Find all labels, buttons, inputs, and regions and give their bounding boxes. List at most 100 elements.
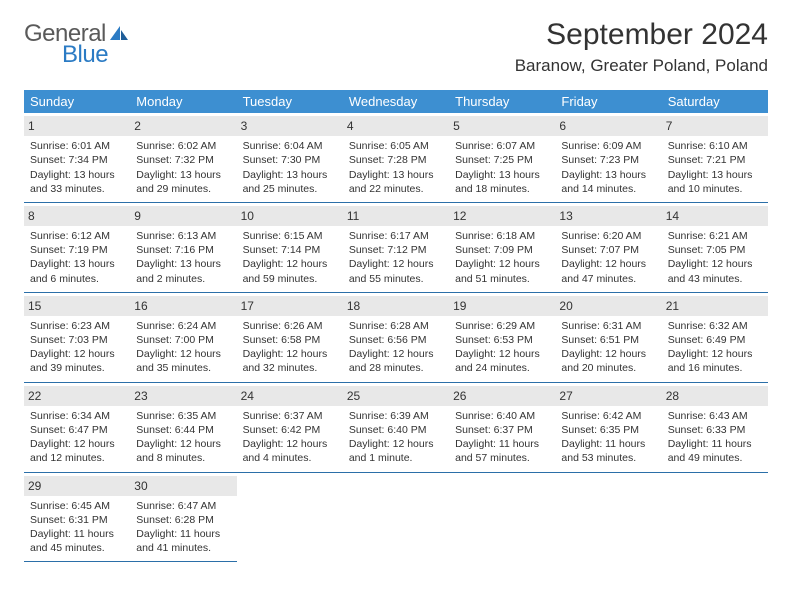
sunset-text: Sunset: 6:53 PM — [455, 333, 549, 347]
sunset-text: Sunset: 7:07 PM — [561, 243, 655, 257]
sunrise-text: Sunrise: 6:10 AM — [668, 139, 762, 153]
weekday-saturday: Saturday — [662, 90, 768, 113]
sunset-text: Sunset: 7:34 PM — [30, 153, 124, 167]
day-number: 20 — [555, 296, 661, 316]
sunrise-text: Sunrise: 6:32 AM — [668, 319, 762, 333]
calendar-day-cell — [237, 472, 343, 562]
calendar-day-cell: 30Sunrise: 6:47 AMSunset: 6:28 PMDayligh… — [130, 472, 236, 562]
daylight-text-1: Daylight: 12 hours — [30, 347, 124, 361]
daylight-text-1: Daylight: 12 hours — [349, 257, 443, 271]
calendar-day-cell: 26Sunrise: 6:40 AMSunset: 6:37 PMDayligh… — [449, 382, 555, 472]
sunset-text: Sunset: 7:03 PM — [30, 333, 124, 347]
sunset-text: Sunset: 6:28 PM — [136, 513, 230, 527]
calendar-week-row: 22Sunrise: 6:34 AMSunset: 6:47 PMDayligh… — [24, 382, 768, 472]
daylight-text-1: Daylight: 11 hours — [561, 437, 655, 451]
sunset-text: Sunset: 7:00 PM — [136, 333, 230, 347]
day-number: 6 — [555, 116, 661, 136]
daylight-text-1: Daylight: 13 hours — [136, 168, 230, 182]
day-number: 29 — [24, 476, 130, 496]
calendar-day-cell: 25Sunrise: 6:39 AMSunset: 6:40 PMDayligh… — [343, 382, 449, 472]
sunrise-text: Sunrise: 6:35 AM — [136, 409, 230, 423]
daylight-text-2: and 57 minutes. — [455, 451, 549, 465]
sunrise-text: Sunrise: 6:42 AM — [561, 409, 655, 423]
daylight-text-2: and 4 minutes. — [243, 451, 337, 465]
daylight-text-1: Daylight: 12 hours — [668, 347, 762, 361]
sunrise-text: Sunrise: 6:18 AM — [455, 229, 549, 243]
sunset-text: Sunset: 7:28 PM — [349, 153, 443, 167]
month-title: September 2024 — [515, 18, 768, 52]
daylight-text-1: Daylight: 13 hours — [243, 168, 337, 182]
weekday-monday: Monday — [130, 90, 236, 113]
calendar-day-cell: 9Sunrise: 6:13 AMSunset: 7:16 PMDaylight… — [130, 202, 236, 292]
daylight-text-1: Daylight: 13 hours — [136, 257, 230, 271]
sunset-text: Sunset: 6:40 PM — [349, 423, 443, 437]
sunset-text: Sunset: 7:30 PM — [243, 153, 337, 167]
weekday-thursday: Thursday — [449, 90, 555, 113]
sunrise-text: Sunrise: 6:34 AM — [30, 409, 124, 423]
calendar-day-cell: 17Sunrise: 6:26 AMSunset: 6:58 PMDayligh… — [237, 292, 343, 382]
sunrise-text: Sunrise: 6:07 AM — [455, 139, 549, 153]
day-number: 5 — [449, 116, 555, 136]
sunrise-text: Sunrise: 6:21 AM — [668, 229, 762, 243]
location-text: Baranow, Greater Poland, Poland — [515, 56, 768, 76]
sunset-text: Sunset: 7:32 PM — [136, 153, 230, 167]
calendar-day-cell: 23Sunrise: 6:35 AMSunset: 6:44 PMDayligh… — [130, 382, 236, 472]
daylight-text-1: Daylight: 11 hours — [455, 437, 549, 451]
calendar-day-cell: 7Sunrise: 6:10 AMSunset: 7:21 PMDaylight… — [662, 113, 768, 202]
daylight-text-2: and 55 minutes. — [349, 272, 443, 286]
sunset-text: Sunset: 6:35 PM — [561, 423, 655, 437]
calendar-day-cell: 29Sunrise: 6:45 AMSunset: 6:31 PMDayligh… — [24, 472, 130, 562]
daylight-text-2: and 43 minutes. — [668, 272, 762, 286]
daylight-text-1: Daylight: 12 hours — [349, 437, 443, 451]
calendar-week-row: 15Sunrise: 6:23 AMSunset: 7:03 PMDayligh… — [24, 292, 768, 382]
sunset-text: Sunset: 7:12 PM — [349, 243, 443, 257]
day-number: 17 — [237, 296, 343, 316]
daylight-text-2: and 49 minutes. — [668, 451, 762, 465]
daylight-text-1: Daylight: 13 hours — [668, 168, 762, 182]
day-number: 4 — [343, 116, 449, 136]
sunrise-text: Sunrise: 6:13 AM — [136, 229, 230, 243]
daylight-text-2: and 41 minutes. — [136, 541, 230, 555]
daylight-text-2: and 39 minutes. — [30, 361, 124, 375]
daylight-text-2: and 45 minutes. — [30, 541, 124, 555]
sunrise-text: Sunrise: 6:09 AM — [561, 139, 655, 153]
calendar-week-row: 8Sunrise: 6:12 AMSunset: 7:19 PMDaylight… — [24, 202, 768, 292]
daylight-text-2: and 35 minutes. — [136, 361, 230, 375]
day-number: 11 — [343, 206, 449, 226]
sunset-text: Sunset: 6:33 PM — [668, 423, 762, 437]
sunrise-text: Sunrise: 6:24 AM — [136, 319, 230, 333]
sunrise-text: Sunrise: 6:43 AM — [668, 409, 762, 423]
weekday-header-row: Sunday Monday Tuesday Wednesday Thursday… — [24, 90, 768, 113]
sunrise-text: Sunrise: 6:39 AM — [349, 409, 443, 423]
day-number: 14 — [662, 206, 768, 226]
day-number: 22 — [24, 386, 130, 406]
calendar-day-cell: 13Sunrise: 6:20 AMSunset: 7:07 PMDayligh… — [555, 202, 661, 292]
sunset-text: Sunset: 7:16 PM — [136, 243, 230, 257]
sunset-text: Sunset: 7:21 PM — [668, 153, 762, 167]
sunrise-text: Sunrise: 6:45 AM — [30, 499, 124, 513]
daylight-text-2: and 51 minutes. — [455, 272, 549, 286]
sunrise-text: Sunrise: 6:17 AM — [349, 229, 443, 243]
calendar-day-cell — [662, 472, 768, 562]
day-number: 21 — [662, 296, 768, 316]
daylight-text-1: Daylight: 13 hours — [30, 168, 124, 182]
day-number: 23 — [130, 386, 236, 406]
day-number: 10 — [237, 206, 343, 226]
daylight-text-1: Daylight: 12 hours — [455, 257, 549, 271]
calendar-day-cell: 11 Sunrise: 6:17 AMSunset: 7:12 PMDayligh… — [343, 202, 449, 292]
calendar-day-cell: 18Sunrise: 6:28 AMSunset: 6:56 PMDayligh… — [343, 292, 449, 382]
daylight-text-2: and 2 minutes. — [136, 272, 230, 286]
sunset-text: Sunset: 7:23 PM — [561, 153, 655, 167]
daylight-text-1: Daylight: 12 hours — [243, 347, 337, 361]
sunset-text: Sunset: 6:49 PM — [668, 333, 762, 347]
day-number: 3 — [237, 116, 343, 136]
calendar-body: 1Sunrise: 6:01 AMSunset: 7:34 PMDaylight… — [24, 113, 768, 562]
day-number: 28 — [662, 386, 768, 406]
calendar-table: Sunday Monday Tuesday Wednesday Thursday… — [24, 90, 768, 562]
sunset-text: Sunset: 6:31 PM — [30, 513, 124, 527]
calendar-day-cell: 15Sunrise: 6:23 AMSunset: 7:03 PMDayligh… — [24, 292, 130, 382]
daylight-text-1: Daylight: 13 hours — [30, 257, 124, 271]
calendar-day-cell — [449, 472, 555, 562]
daylight-text-1: Daylight: 12 hours — [243, 257, 337, 271]
sunrise-text: Sunrise: 6:37 AM — [243, 409, 337, 423]
